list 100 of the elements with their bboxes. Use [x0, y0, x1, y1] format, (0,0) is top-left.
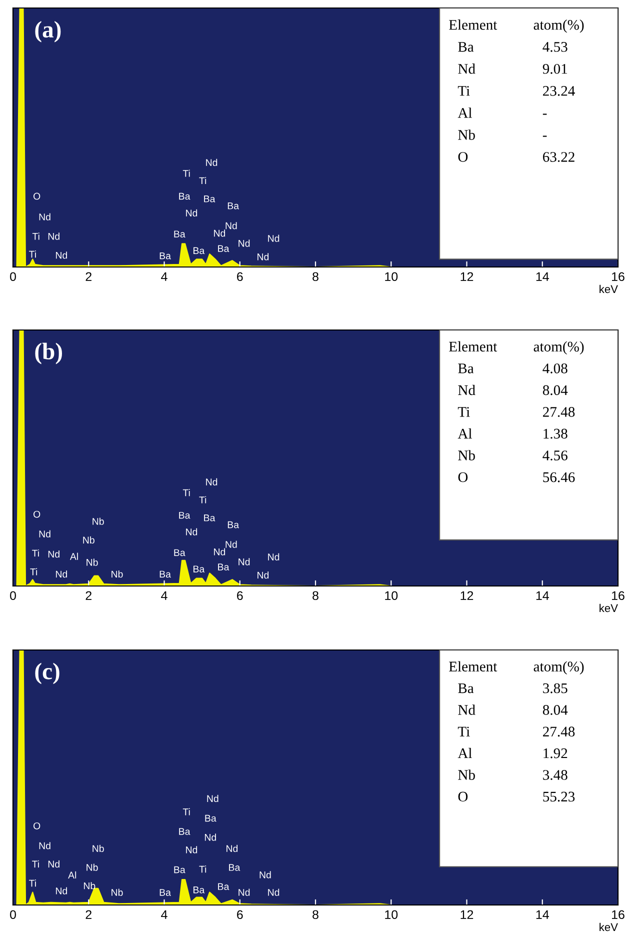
annotation: 8.04: [542, 385, 568, 396]
annotation: Al: [68, 871, 76, 878]
annotation: 27.48: [543, 726, 575, 737]
annotation: Ti: [199, 177, 206, 184]
x-tick-label: 2: [86, 272, 92, 281]
annotation: Ba: [205, 814, 216, 822]
x-tick-label: 6: [237, 910, 243, 920]
annotation: Al: [458, 108, 472, 118]
annotation: Nb: [84, 882, 96, 890]
annotation: Nd: [226, 540, 237, 548]
annotation: Ti: [458, 726, 470, 736]
x-tick-label: 16: [612, 591, 624, 600]
x-tick-label: 6: [237, 591, 243, 600]
annotation: Ba: [228, 521, 240, 528]
annotation: Ba: [174, 866, 186, 874]
annotation: Ba: [160, 889, 171, 896]
annotation: Nd: [238, 240, 250, 247]
annotation: Ba: [218, 883, 230, 890]
annotation: Ba: [228, 202, 240, 210]
annotation: Ti: [199, 496, 206, 504]
annotation: Ba: [174, 549, 186, 556]
annotation: Ba: [160, 252, 171, 260]
annotation: Ba: [204, 514, 216, 522]
annotation: Ti: [29, 250, 36, 258]
annotation: atom(%): [534, 20, 584, 33]
annotation: 27.48: [543, 407, 575, 417]
annotation: Nd: [258, 571, 269, 579]
annotation: Nd: [56, 570, 67, 578]
annotation: 9.01: [542, 64, 568, 74]
annotation: Element: [449, 341, 498, 352]
annotation: Nd: [204, 834, 216, 841]
annotation: Ti: [30, 568, 38, 576]
annotation: 63.22: [543, 152, 574, 162]
x-tick-label: 16: [612, 910, 624, 920]
x-tick-label: 8: [312, 910, 318, 920]
annotation: Nd: [48, 860, 60, 868]
annotation: O: [458, 792, 468, 802]
x-tick-label: 10: [385, 910, 398, 920]
annotation: Nd: [458, 704, 476, 715]
x-tick-label: 8: [312, 591, 318, 600]
annotation: Ti: [32, 549, 39, 557]
x-tick-label: 0: [10, 910, 16, 920]
annotation: Ba: [160, 570, 171, 578]
annotation: Nd: [186, 209, 198, 217]
annotation: Nd: [238, 558, 250, 566]
annotation: Ba: [458, 683, 474, 694]
annotation: Ba: [179, 828, 190, 835]
annotation: Ba: [229, 864, 240, 871]
annotation: Ti: [182, 489, 190, 496]
annotation: Nb: [458, 130, 475, 140]
x-tick-label: 16: [612, 272, 624, 282]
annotation: Al: [458, 428, 472, 438]
annotation: Nd: [268, 888, 280, 896]
annotation: Nd: [206, 158, 218, 166]
annotation: 3.85: [543, 683, 568, 694]
annotation: atom(%): [534, 661, 584, 674]
annotation: Ba: [218, 245, 230, 252]
annotation: Nd: [186, 528, 198, 536]
x-tick-label: 12: [460, 272, 474, 281]
annotation: O: [458, 472, 468, 482]
x-tick-label: 0: [10, 272, 16, 282]
annotation: Nd: [258, 253, 269, 260]
x-tick-label: 2: [86, 591, 92, 600]
x-tick-label: 10: [385, 591, 398, 600]
annotation: 55.23: [543, 792, 575, 802]
annotation: Nd: [207, 794, 218, 802]
annotation: Ba: [179, 192, 190, 200]
annotation: Ti: [32, 860, 39, 868]
annotation: -: [542, 114, 547, 115]
annotation: 4.56: [542, 450, 568, 460]
x-tick-label: 14: [536, 272, 549, 281]
annotation: Ti: [182, 170, 190, 177]
annotation: Nb: [83, 536, 94, 544]
x-tick-label: 2: [86, 910, 92, 919]
annotation: Ti: [29, 880, 36, 887]
annotation: Ba: [218, 564, 230, 570]
annotation: Nd: [214, 548, 226, 556]
annotation: Nd: [238, 888, 250, 896]
annotation: 1.38: [544, 428, 568, 439]
x-tick-label: 12: [460, 591, 474, 600]
x-tick-label: 10: [385, 272, 398, 282]
x-tick-label: 4: [161, 591, 168, 600]
annotation: Nd: [226, 222, 237, 230]
annotation: 3.48: [543, 770, 568, 780]
annotation: 8.04: [542, 705, 568, 715]
annotation: Ba: [194, 247, 205, 254]
annotation: Nd: [458, 64, 476, 74]
annotation: Nb: [92, 518, 104, 525]
chart-title: (c): [35, 662, 60, 684]
annotation: Nd: [56, 887, 67, 894]
annotation: Nd: [56, 252, 67, 259]
annotation: -: [542, 136, 547, 137]
annotation: Ba: [194, 566, 205, 572]
annotation: 23.24: [543, 86, 575, 96]
annotation: Ti: [199, 866, 206, 873]
annotation: Nd: [260, 871, 271, 878]
annotation: Nd: [268, 234, 280, 242]
annotation: Nd: [458, 384, 476, 396]
annotation: 4.53: [542, 42, 568, 52]
annotation: Nd: [214, 230, 226, 237]
